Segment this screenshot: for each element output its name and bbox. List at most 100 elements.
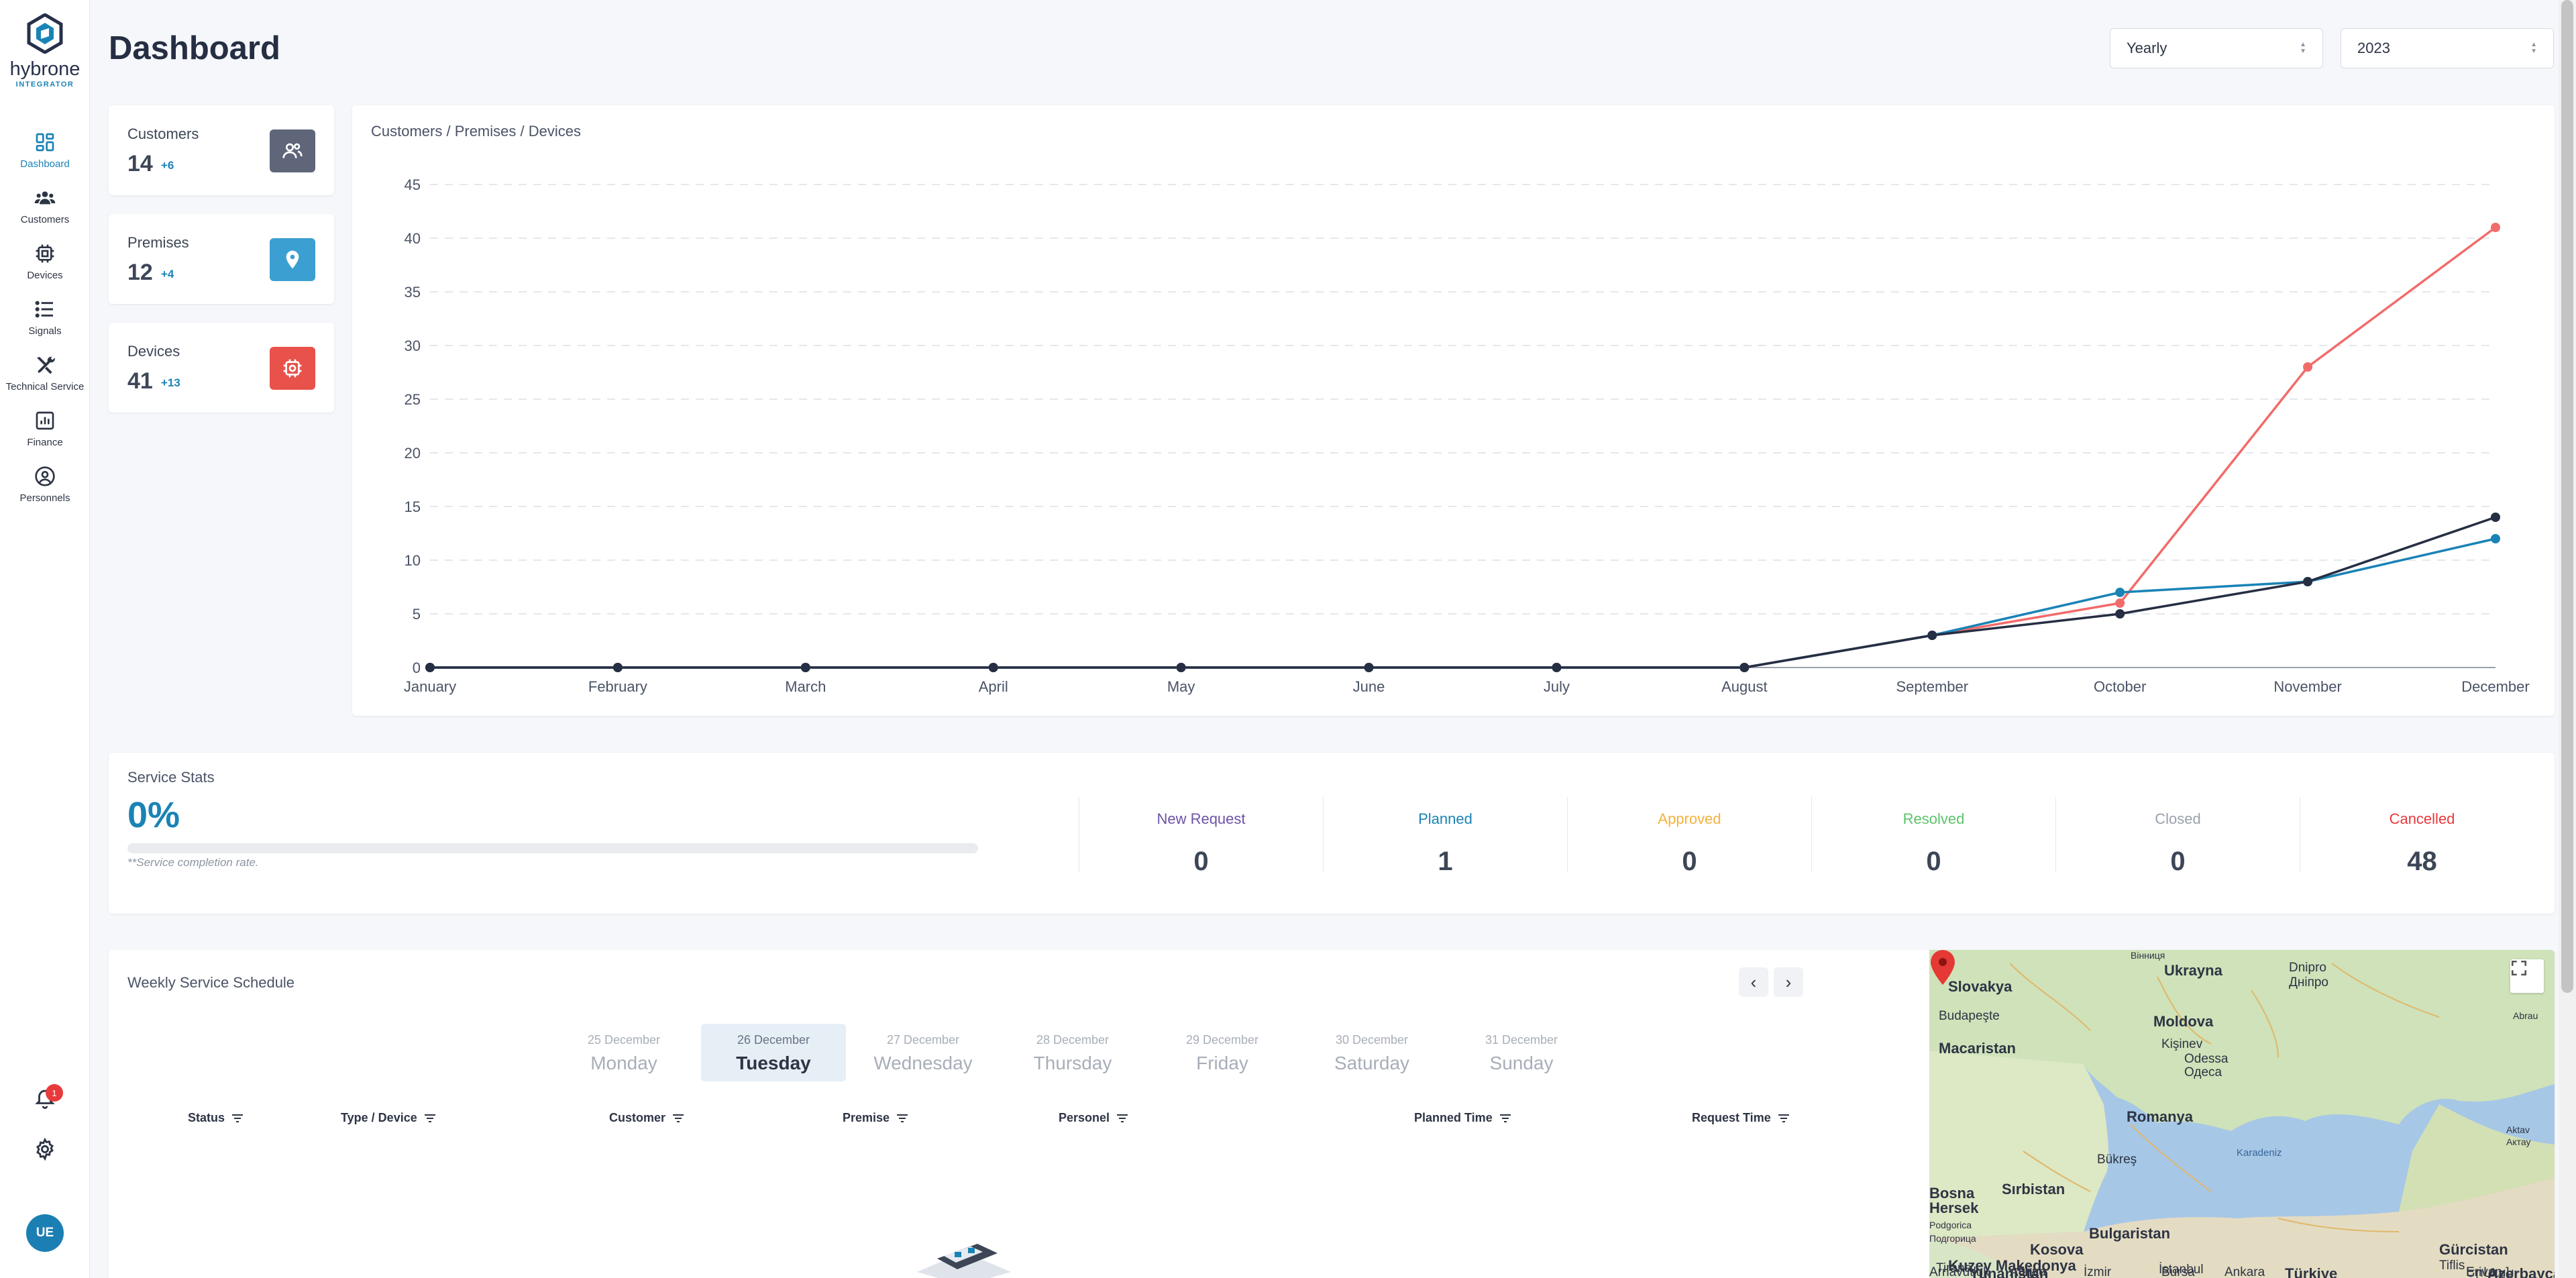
x-tick-label: June	[1353, 678, 1385, 695]
sort-icon	[1778, 1114, 1789, 1122]
data-point	[2303, 577, 2313, 586]
sidebar-item-label: Dashboard	[20, 158, 70, 170]
column-header-personel[interactable]: Personel	[1059, 1111, 1128, 1125]
map-label: Arnavutluk	[1929, 1265, 1990, 1278]
status-value: 1	[1438, 847, 1453, 876]
service-stats-title: Service Stats	[127, 769, 215, 786]
settings-button[interactable]	[0, 1138, 90, 1161]
next-week-button[interactable]: ›	[1774, 967, 1803, 997]
sidebar-item-label: Technical Service	[5, 381, 85, 392]
notifications-button[interactable]: 1	[0, 1084, 90, 1110]
column-header-request-time[interactable]: Request Time	[1692, 1111, 1790, 1125]
y-tick-label: 40	[405, 230, 421, 247]
stat-card-customers[interactable]: Customers 14 +6	[109, 105, 334, 195]
y-tick-label: 5	[413, 606, 421, 623]
day-tab-monday[interactable]: 25 December Monday	[551, 1024, 696, 1081]
status-label: Resolved	[1902, 810, 1965, 827]
empty-state-illustration	[917, 1244, 1011, 1278]
status-stat-closed[interactable]: Closed 0	[2055, 797, 2300, 876]
day-tab-friday[interactable]: 29 December Friday	[1150, 1024, 1295, 1081]
service-stats-card: Service Stats 0% **Service completion ra…	[109, 753, 2555, 914]
day-tab-wednesday[interactable]: 27 December Wednesday	[851, 1024, 996, 1081]
user-menu[interactable]: UE	[0, 1214, 90, 1252]
status-stat-new-request[interactable]: New Request 0	[1079, 797, 1323, 876]
day-tab-sunday[interactable]: 31 December Sunday	[1449, 1024, 1594, 1081]
map-label: Bulgaristan	[2089, 1225, 2171, 1242]
status-stat-resolved[interactable]: Resolved 0	[1811, 797, 2055, 876]
map-label: Atina	[2010, 1265, 2039, 1278]
column-header-label: Premise	[843, 1111, 890, 1124]
year-select[interactable]: 2023 ▲ ▼	[2341, 28, 2554, 68]
day-tab-tuesday[interactable]: 26 December Tuesday	[701, 1024, 846, 1081]
status-label: Approved	[1658, 810, 1721, 827]
x-tick-label: December	[2461, 678, 2529, 695]
period-select[interactable]: Yearly ▲ ▼	[2110, 28, 2323, 68]
map-label: Подгорица	[1929, 1233, 1976, 1244]
data-point	[612, 663, 623, 672]
sidebar-item-signals[interactable]: Signals	[0, 295, 90, 350]
stat-card-devices[interactable]: Devices 41 +13	[109, 323, 334, 413]
y-tick-label: 0	[413, 659, 421, 676]
day-tab-thursday[interactable]: 28 December Thursday	[1000, 1024, 1145, 1081]
map-pin-icon[interactable]	[1929, 950, 1956, 985]
sidebar-item-dashboard[interactable]: Dashboard	[0, 127, 90, 183]
day-name: Saturday	[1334, 1053, 1410, 1073]
sidebar-nav: Dashboard Customers Devices Signals Tech…	[0, 127, 90, 517]
y-tick-label: 35	[405, 284, 421, 301]
page-scrollbar[interactable]	[2559, 0, 2576, 1278]
column-header-status[interactable]: Status	[188, 1111, 244, 1125]
status-value: 48	[2407, 847, 2437, 876]
stat-label: Devices	[127, 343, 180, 360]
day-tab-saturday[interactable]: 30 December Saturday	[1299, 1024, 1444, 1081]
sort-icon	[897, 1114, 908, 1122]
status-stat-planned[interactable]: Planned 1	[1323, 797, 1567, 876]
sidebar-item-label: Signals	[28, 325, 62, 337]
sidebar-item-customers[interactable]: Customers	[0, 183, 90, 239]
data-point	[800, 663, 810, 672]
sidebar-item-technical-service[interactable]: Technical Service	[0, 350, 90, 406]
location-icon	[286, 250, 299, 269]
day-date: 30 December	[1335, 1033, 1409, 1047]
chevron-right-icon: ›	[1785, 971, 1792, 992]
weekly-schedule-card: Weekly Service Schedule ‹ › 25 December M…	[109, 950, 2555, 1278]
chip-icon	[36, 244, 54, 263]
person-icon	[35, 466, 55, 486]
sidebar-item-devices[interactable]: Devices	[0, 239, 90, 295]
status-stat-approved[interactable]: Approved 0	[1567, 797, 1811, 876]
fullscreen-button[interactable]	[2510, 959, 2544, 993]
day-date: 27 December	[886, 1033, 960, 1047]
status-stat-cancelled[interactable]: Cancelled 48	[2300, 797, 2544, 876]
sidebar-item-personnels[interactable]: Personnels	[0, 462, 90, 517]
chart-title: Customers / Premises / Devices	[371, 123, 581, 140]
data-point	[1927, 631, 1937, 640]
day-name: Sunday	[1489, 1053, 1554, 1073]
map-label: Kosova	[2030, 1241, 2084, 1258]
data-point	[1552, 663, 1562, 672]
status-label: Cancelled	[2389, 810, 2455, 827]
column-header-planned-time[interactable]: Planned Time	[1414, 1111, 1511, 1125]
brand-logo[interactable]: hybrone INTEGRATOR	[0, 13, 90, 89]
day-date: 25 December	[587, 1033, 661, 1047]
stat-delta: +6	[161, 159, 174, 172]
prev-week-button[interactable]: ‹	[1739, 967, 1768, 997]
service-completion-note: **Service completion rate.	[127, 856, 259, 869]
sidebar-item-label: Devices	[27, 270, 63, 281]
sidebar-item-finance[interactable]: Finance	[0, 406, 90, 462]
service-map[interactable]: Slovakya Ukrayna Dnipro Дніпро Budapeşte Maca…	[1929, 950, 2555, 1278]
page-title: Dashboard	[109, 30, 280, 66]
column-header-customer[interactable]: Customer	[609, 1111, 684, 1125]
map-label: Bükreş	[2097, 1153, 2137, 1167]
stat-card-premises[interactable]: Premises 12 +4	[109, 214, 334, 304]
day-name: Wednesday	[873, 1053, 973, 1073]
year-select-value: 2023	[2357, 40, 2390, 56]
scrollbar-thumb[interactable]	[2561, 0, 2573, 993]
weekly-schedule-title: Weekly Service Schedule	[127, 974, 295, 991]
column-header-premise[interactable]: Premise	[843, 1111, 908, 1125]
line-chart: 0 5 10 15 20 25 30 35 40 45 January February March Ap…	[404, 176, 2530, 695]
day-name: Tuesday	[736, 1053, 811, 1073]
column-header-label: Planned Time	[1414, 1111, 1493, 1124]
column-header-type-device[interactable]: Type / Device	[341, 1111, 436, 1125]
map-label: Slovakya	[1948, 978, 2012, 995]
y-tick-label: 30	[405, 337, 421, 354]
service-completion-percent: 0%	[127, 795, 180, 835]
